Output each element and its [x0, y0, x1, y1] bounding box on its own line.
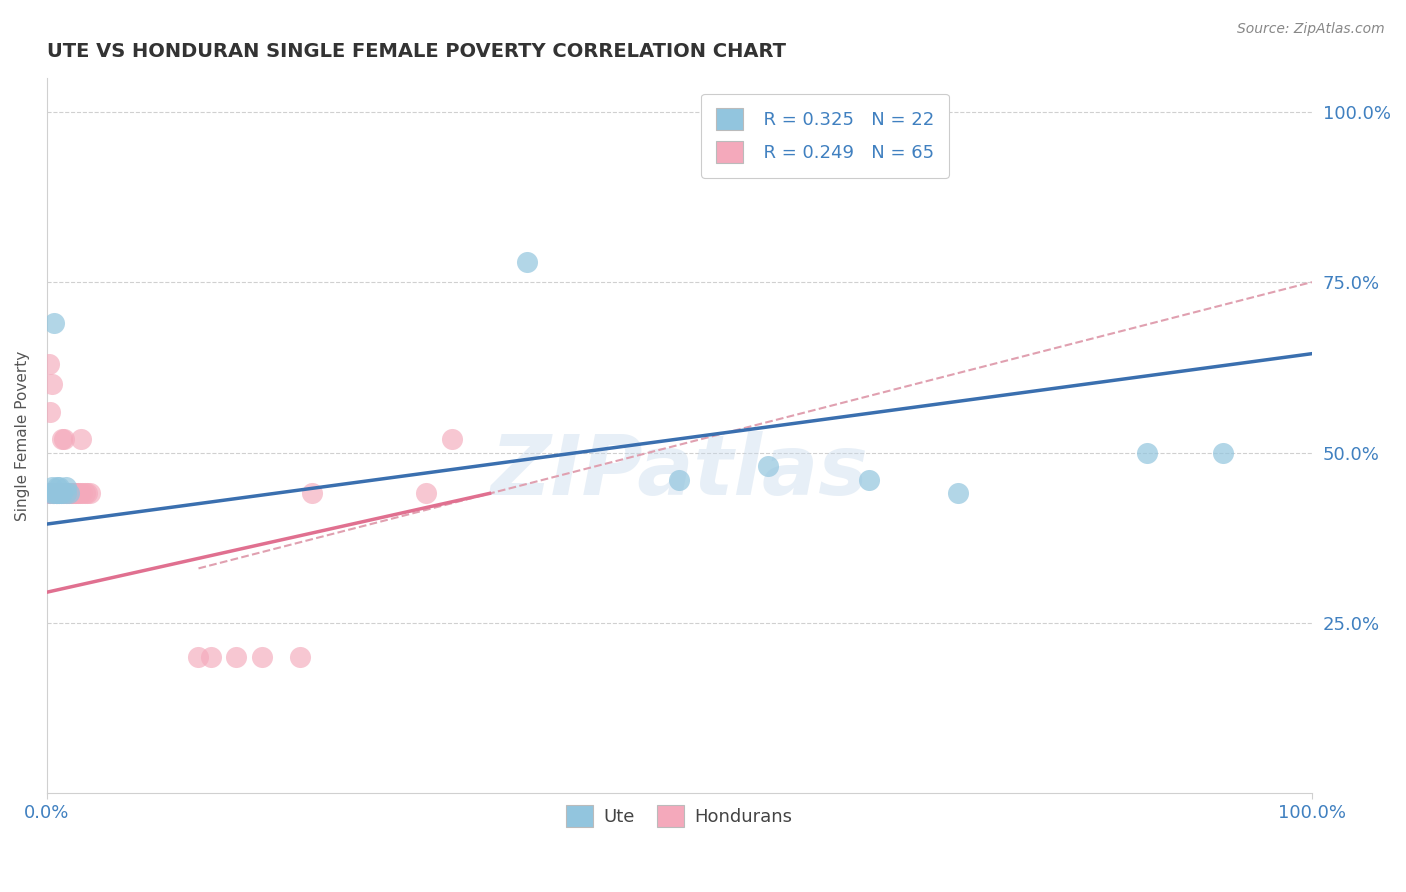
- Point: [38, 357, 60, 371]
- Point: [301, 486, 323, 500]
- Point: [41, 486, 63, 500]
- Y-axis label: Single Female Poverty: Single Female Poverty: [15, 351, 30, 521]
- Point: [1136, 445, 1159, 459]
- Point: [49, 486, 72, 500]
- Point: [58, 486, 80, 500]
- Point: [69, 432, 91, 446]
- Text: ZIPatlas: ZIPatlas: [491, 431, 869, 512]
- Point: [946, 486, 969, 500]
- Point: [56, 486, 79, 500]
- Point: [52, 486, 75, 500]
- Point: [69, 486, 91, 500]
- Point: [56, 486, 79, 500]
- Point: [756, 459, 779, 474]
- Point: [288, 650, 311, 665]
- Point: [55, 486, 77, 500]
- Point: [42, 486, 65, 500]
- Point: [44, 486, 66, 500]
- Point: [44, 486, 66, 500]
- Point: [44, 486, 66, 500]
- Point: [53, 486, 76, 500]
- Point: [44, 486, 66, 500]
- Point: [42, 486, 65, 500]
- Point: [187, 650, 209, 665]
- Point: [45, 486, 67, 500]
- Point: [73, 486, 96, 500]
- Point: [48, 486, 70, 500]
- Point: [44, 486, 66, 500]
- Point: [62, 486, 84, 500]
- Legend: Ute, Hondurans: Ute, Hondurans: [558, 798, 800, 834]
- Point: [42, 486, 65, 500]
- Point: [250, 650, 273, 665]
- Point: [1212, 445, 1234, 459]
- Point: [76, 486, 98, 500]
- Point: [45, 486, 67, 500]
- Point: [49, 486, 72, 500]
- Point: [516, 254, 538, 268]
- Point: [67, 486, 90, 500]
- Point: [55, 486, 77, 500]
- Point: [41, 480, 63, 494]
- Point: [59, 486, 82, 500]
- Point: [60, 486, 83, 500]
- Point: [55, 486, 77, 500]
- Point: [39, 404, 62, 418]
- Point: [44, 486, 66, 500]
- Point: [48, 486, 70, 500]
- Point: [65, 486, 87, 500]
- Point: [48, 480, 70, 494]
- Point: [70, 486, 93, 500]
- Point: [44, 486, 66, 500]
- Text: Source: ZipAtlas.com: Source: ZipAtlas.com: [1237, 22, 1385, 37]
- Point: [200, 650, 222, 665]
- Point: [45, 486, 67, 500]
- Point: [44, 486, 66, 500]
- Point: [45, 480, 67, 494]
- Point: [58, 486, 80, 500]
- Point: [45, 486, 67, 500]
- Point: [46, 486, 69, 500]
- Point: [41, 377, 63, 392]
- Point: [52, 486, 75, 500]
- Point: [39, 486, 62, 500]
- Text: UTE VS HONDURAN SINGLE FEMALE POVERTY CORRELATION CHART: UTE VS HONDURAN SINGLE FEMALE POVERTY CO…: [46, 42, 786, 61]
- Point: [46, 486, 69, 500]
- Point: [41, 486, 63, 500]
- Point: [48, 486, 70, 500]
- Point: [225, 650, 247, 665]
- Point: [38, 486, 60, 500]
- Point: [42, 486, 65, 500]
- Point: [44, 316, 66, 330]
- Point: [55, 480, 77, 494]
- Point: [63, 486, 86, 500]
- Point: [53, 432, 76, 446]
- Point: [39, 486, 62, 500]
- Point: [79, 486, 101, 500]
- Point: [48, 486, 70, 500]
- Point: [51, 486, 73, 500]
- Point: [46, 486, 69, 500]
- Point: [56, 486, 79, 500]
- Point: [858, 473, 880, 487]
- Point: [39, 486, 62, 500]
- Point: [44, 486, 66, 500]
- Point: [51, 432, 73, 446]
- Point: [44, 486, 66, 500]
- Point: [668, 473, 690, 487]
- Point: [48, 486, 70, 500]
- Point: [45, 486, 67, 500]
- Point: [440, 432, 463, 446]
- Point: [38, 486, 60, 500]
- Point: [49, 486, 72, 500]
- Point: [415, 486, 437, 500]
- Point: [42, 486, 65, 500]
